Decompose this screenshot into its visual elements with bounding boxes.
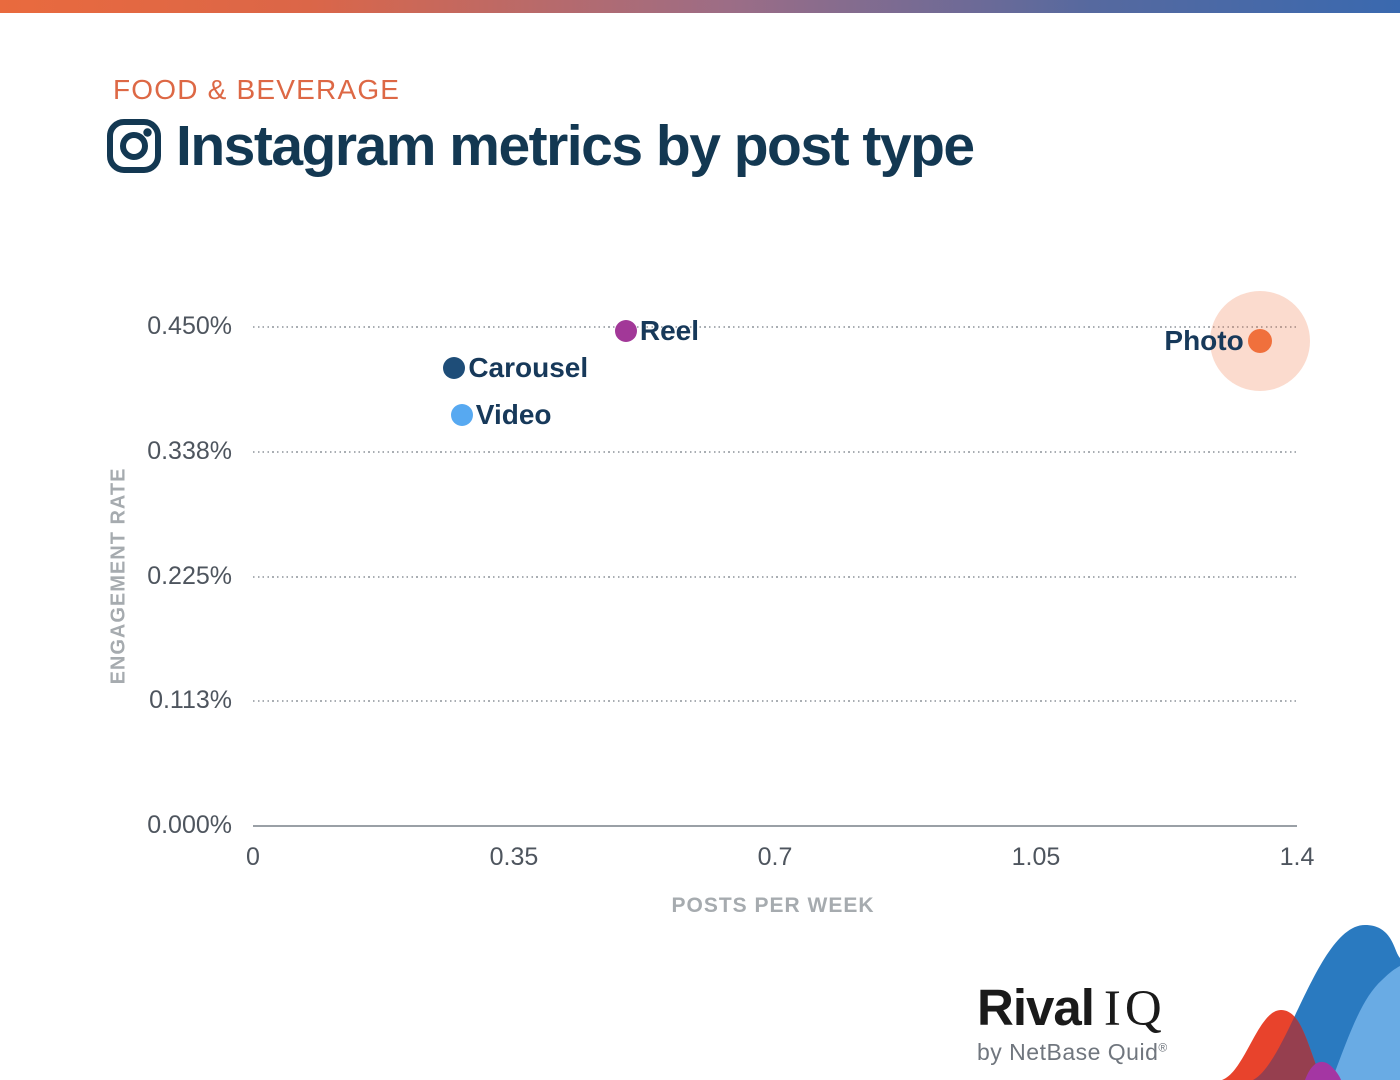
x-tick-label: 1.4 <box>1279 843 1315 871</box>
data-point-dot <box>1247 329 1272 354</box>
page-title: Instagram metrics by post type <box>176 114 975 178</box>
y-gridline <box>253 575 1297 578</box>
top-accent-bar <box>0 0 1400 13</box>
logo-tagline-text: by NetBase Quid <box>977 1039 1159 1065</box>
logo-iq-text: IQ <box>1103 981 1166 1037</box>
y-tick-label: 0.450% <box>147 312 232 340</box>
x-tick-label: 0 <box>246 843 260 871</box>
title-row: Instagram metrics by post type <box>106 113 975 179</box>
x-axis-line <box>253 825 1297 827</box>
y-axis-title: ENGAGEMENT RATE <box>107 467 130 685</box>
decorative-wave-curves <box>1222 925 1400 1080</box>
logo-rival-text: Rival <box>977 979 1095 1036</box>
data-point-dot <box>450 403 473 426</box>
y-gridline <box>253 700 1297 703</box>
rivaliq-logo: Rival IQ by NetBase Quid® <box>977 978 1168 1066</box>
data-point-dot <box>443 357 466 380</box>
x-tick-label: 0.7 <box>757 843 793 871</box>
logo-wordmark: Rival IQ <box>977 978 1168 1038</box>
y-gridline <box>253 326 1297 328</box>
x-axis-title: POSTS PER WEEK <box>671 894 875 917</box>
y-gridline <box>253 450 1297 453</box>
category-label: FOOD & BEVERAGE <box>113 74 401 105</box>
data-point-label: Photo <box>1164 325 1244 357</box>
wave-light-blue <box>1332 966 1400 1080</box>
y-tick-label: 0.000% <box>147 811 232 839</box>
data-point-label: Carousel <box>468 352 589 384</box>
instagram-icon <box>106 118 162 174</box>
wave-magenta <box>1305 1061 1341 1080</box>
y-tick-label: 0.113% <box>149 686 232 715</box>
registered-mark: ® <box>1158 1040 1168 1055</box>
x-tick-label: 0.35 <box>489 843 539 871</box>
y-tick-label: 0.338% <box>147 436 232 465</box>
y-tick-label: 0.225% <box>147 561 232 590</box>
logo-tagline: by NetBase Quid® <box>977 1039 1168 1066</box>
data-point-dot <box>614 320 637 343</box>
data-point-label: Reel <box>639 315 699 347</box>
data-point-label: Video <box>475 398 552 430</box>
x-tick-label: 1.05 <box>1011 843 1061 871</box>
